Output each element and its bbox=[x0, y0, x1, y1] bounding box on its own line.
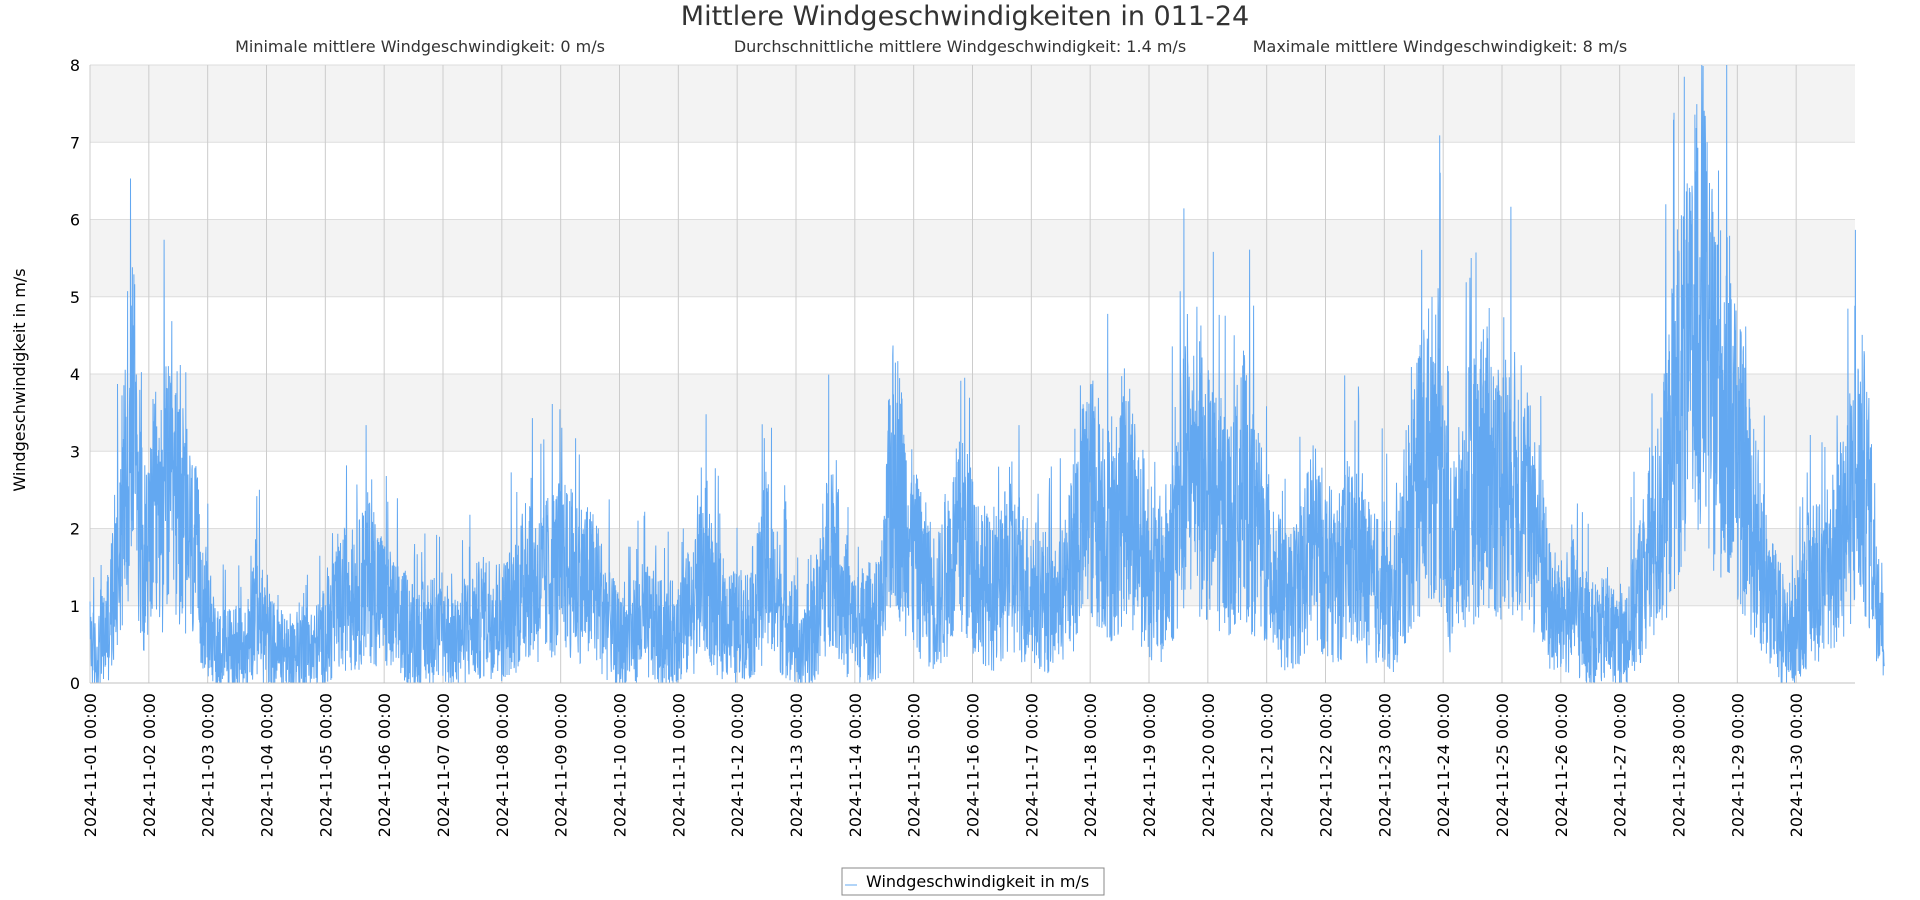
series-layer bbox=[89, 64, 1885, 684]
x-tick-label: 2024-11-04 00:00 bbox=[258, 693, 277, 837]
y-tick-label: 7 bbox=[70, 133, 80, 152]
x-tick-label: 2024-11-08 00:00 bbox=[493, 693, 512, 837]
x-tick-label: 2024-11-02 00:00 bbox=[140, 693, 159, 837]
x-tick-label: 2024-11-29 00:00 bbox=[1728, 693, 1747, 837]
x-tick-label: 2024-11-10 00:00 bbox=[611, 693, 630, 837]
x-tick-label: 2024-11-15 00:00 bbox=[905, 693, 924, 837]
x-tick-label: 2024-11-21 00:00 bbox=[1258, 693, 1277, 837]
x-tick-label: 2024-11-30 00:00 bbox=[1787, 693, 1806, 837]
x-tick-label: 2024-11-01 00:00 bbox=[81, 693, 100, 837]
subtitle-max-speed: Maximale mittlere Windgeschwindigkeit: 8… bbox=[1253, 37, 1628, 56]
x-tick-label: 2024-11-19 00:00 bbox=[1140, 693, 1159, 837]
legend-series-label: Windgeschwindigkeit in m/s bbox=[866, 872, 1089, 891]
legend-box bbox=[841, 867, 1105, 896]
x-tick-label: 2024-11-16 00:00 bbox=[964, 693, 983, 837]
series-line bbox=[89, 64, 1885, 684]
x-tick-label: 2024-11-24 00:00 bbox=[1434, 693, 1453, 837]
y-tick-label: 2 bbox=[70, 520, 80, 539]
x-tick-label: 2024-11-11 00:00 bbox=[669, 693, 688, 837]
x-tick-label: 2024-11-05 00:00 bbox=[316, 693, 335, 837]
y-tick-label: 5 bbox=[70, 288, 80, 307]
legend[interactable]: Windgeschwindigkeit in m/s bbox=[841, 867, 1105, 896]
subtitle-min-speed: Minimale mittlere Windgeschwindigkeit: 0… bbox=[235, 37, 605, 56]
x-tick-label: 2024-11-23 00:00 bbox=[1375, 693, 1394, 837]
x-tick-label: 2024-11-17 00:00 bbox=[1022, 693, 1041, 837]
x-tick-label: 2024-11-20 00:00 bbox=[1199, 693, 1218, 837]
x-tick-label: 2024-11-18 00:00 bbox=[1081, 693, 1100, 837]
y-tick-label: 1 bbox=[70, 597, 80, 616]
y-axis-label: Windgeschwindigkeit in m/s bbox=[10, 268, 29, 491]
y-tick-label: 4 bbox=[70, 365, 80, 384]
x-tick-label: 2024-11-26 00:00 bbox=[1552, 693, 1571, 837]
y-axis-ticks: 0 1 2 3 4 5 6 7 8 bbox=[70, 56, 80, 693]
x-tick-label: 2024-11-09 00:00 bbox=[552, 693, 571, 837]
y-tick-label: 3 bbox=[70, 442, 80, 461]
x-tick-label: 2024-11-25 00:00 bbox=[1493, 693, 1512, 837]
x-tick-label: 2024-11-28 00:00 bbox=[1670, 693, 1689, 837]
x-tick-label: 2024-11-06 00:00 bbox=[375, 693, 394, 837]
x-tick-label: 2024-11-12 00:00 bbox=[728, 693, 747, 837]
y-tick-label: 8 bbox=[70, 56, 80, 75]
subtitle-avg-speed: Durchschnittliche mittlere Windgeschwind… bbox=[734, 37, 1186, 56]
x-tick-label: 2024-11-03 00:00 bbox=[199, 693, 218, 837]
y-tick-label: 6 bbox=[70, 211, 80, 230]
x-tick-label: 2024-11-13 00:00 bbox=[787, 693, 806, 837]
x-tick-label: 2024-11-07 00:00 bbox=[434, 693, 453, 837]
y-tick-label: 0 bbox=[70, 674, 80, 693]
chart-title: Mittlere Windgeschwindigkeiten in 011-24 bbox=[681, 1, 1249, 32]
x-tick-label: 2024-11-27 00:00 bbox=[1611, 693, 1630, 837]
x-axis-ticks: 2024-11-01 00:00 2024-11-02 00:00 2024-11-… bbox=[81, 693, 1806, 837]
x-tick-label: 2024-11-22 00:00 bbox=[1317, 693, 1336, 837]
x-tick-label: 2024-11-14 00:00 bbox=[846, 693, 865, 837]
